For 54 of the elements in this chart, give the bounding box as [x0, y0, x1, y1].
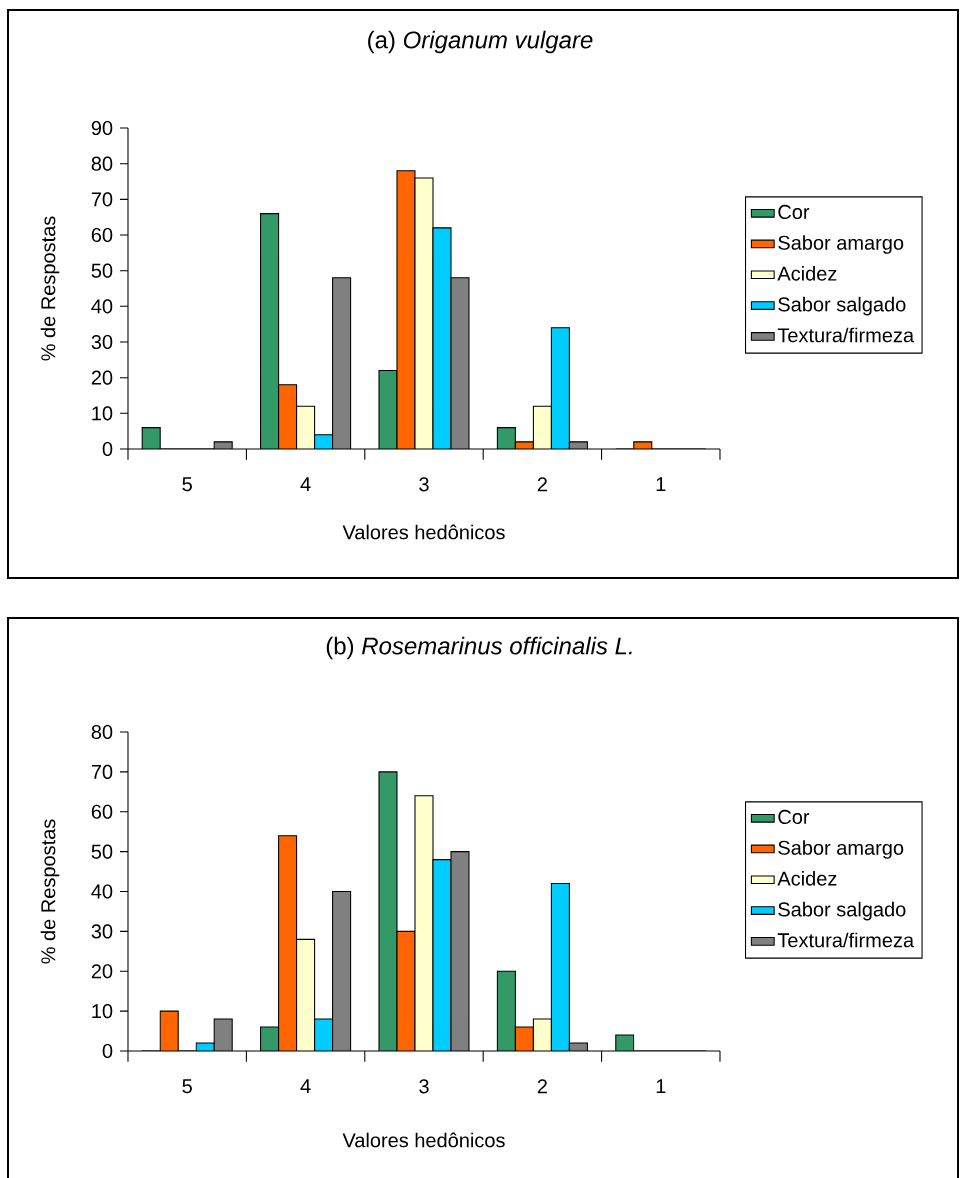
y-tick-label: 80 — [91, 156, 113, 171]
bar — [332, 891, 351, 1051]
y-tick-label: 0 — [102, 1043, 113, 1059]
x-tick-label: 5 — [182, 477, 192, 492]
y-tick-label: 60 — [91, 804, 113, 819]
bar — [533, 406, 552, 449]
y-tick-label: 50 — [91, 844, 113, 859]
y-tick-label: 10 — [92, 406, 113, 421]
bar — [551, 883, 570, 1051]
legend-label: Textura/firmeza — [777, 932, 915, 948]
y-axis-title: % de Respostas — [40, 819, 60, 964]
x-tick-label: 4 — [300, 477, 311, 492]
legend-label: Acidez — [777, 870, 837, 886]
y-tick-label: 70 — [91, 764, 113, 779]
y-tick-label: 40 — [91, 299, 113, 314]
y-tick-label: 50 — [91, 263, 113, 278]
x-tick-label: 2 — [537, 1079, 547, 1094]
legend-label: Cor — [778, 809, 810, 825]
y-tick-label: 80 — [91, 724, 113, 740]
x-tick-label: 1 — [656, 1079, 666, 1094]
legend-label: Sabor amargo — [778, 235, 904, 254]
y-tick-label: 20 — [91, 370, 113, 385]
y-tick-label: 20 — [91, 964, 113, 979]
x-tick-label: 5 — [182, 1079, 192, 1094]
x-tick-label: 1 — [656, 477, 666, 492]
y-tick-label: 30 — [91, 334, 113, 350]
y-tick-label: 90 — [91, 120, 113, 136]
y-tick-label: 0 — [102, 441, 113, 457]
bar — [332, 277, 351, 449]
x-tick-label: 2 — [537, 477, 547, 492]
x-tick-label: 3 — [419, 477, 429, 492]
legend-label: Sabor amargo — [778, 840, 904, 859]
chart-title: (b) Rosemarinus officinalis L. — [326, 636, 632, 660]
legend-label: Sabor salgado — [778, 296, 906, 316]
y-tick-label: 30 — [91, 924, 113, 939]
legend-label: Sabor salgado — [778, 901, 906, 921]
legend-label: Acidez — [777, 266, 837, 281]
x-axis-title: Valores hedônicos — [342, 1132, 505, 1148]
bar — [497, 971, 516, 1051]
bar — [296, 939, 315, 1051]
bar — [260, 213, 279, 449]
bar — [551, 327, 570, 449]
bar — [296, 406, 315, 449]
y-tick-label: 10 — [92, 1004, 113, 1019]
x-axis-title: Valores hedônicos — [342, 524, 505, 540]
legend-label: Textura/firmeza — [777, 327, 915, 343]
y-tick-label: 40 — [91, 884, 113, 899]
x-tick-label: 4 — [300, 1079, 311, 1094]
x-tick-label: 3 — [419, 1079, 429, 1094]
y-axis-title: % de Respostas — [40, 216, 60, 361]
legend-label: Cor — [778, 204, 810, 220]
y-tick-label: 60 — [91, 227, 113, 243]
y-tick-label: 70 — [91, 192, 113, 207]
chart-title: (a) Origanum vulgare — [368, 30, 593, 54]
